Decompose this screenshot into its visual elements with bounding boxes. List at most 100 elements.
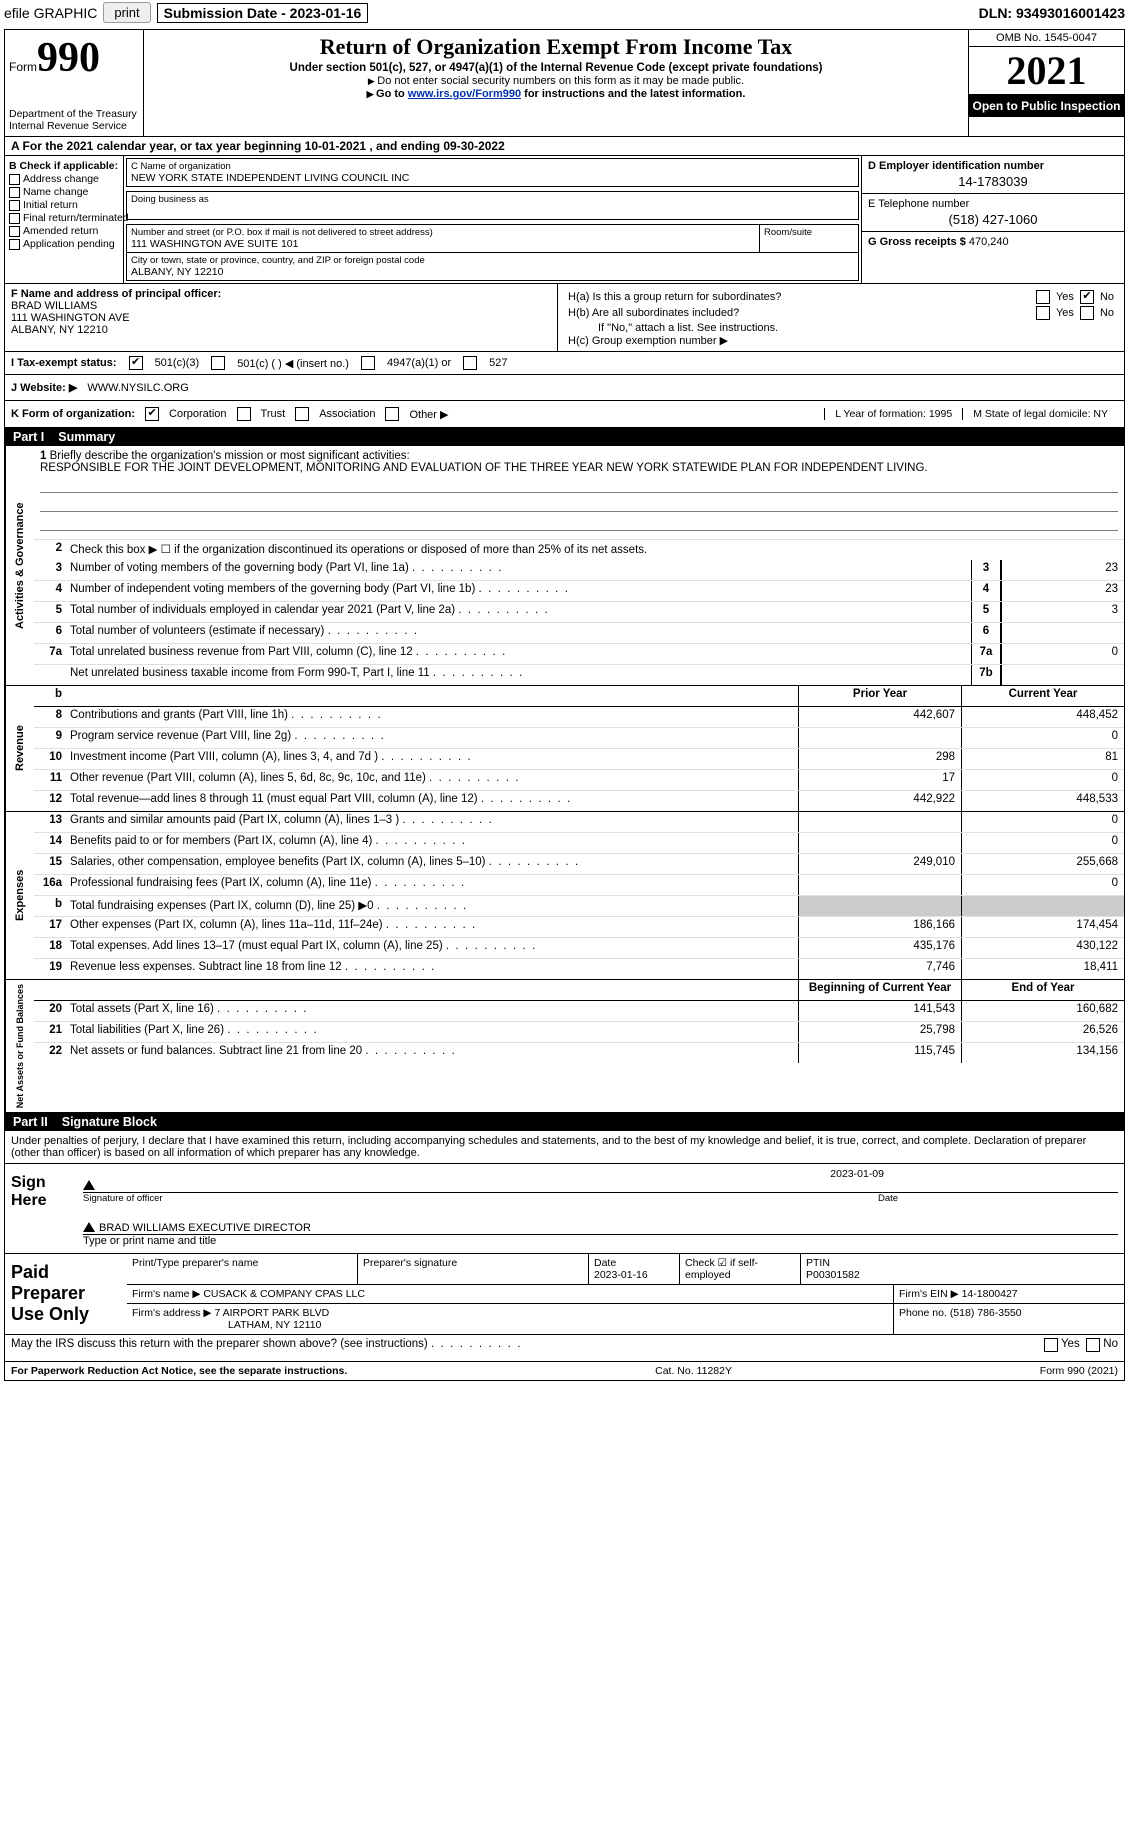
form-footer: For Paperwork Reduction Act Notice, see … xyxy=(5,1361,1124,1380)
sig-officer-cap: Signature of officer xyxy=(83,1193,878,1204)
chk-initial-return[interactable] xyxy=(9,200,20,211)
paperwork-notice: For Paperwork Reduction Act Notice, see … xyxy=(11,1365,347,1377)
header-left: Form990 Department of the Treasury Inter… xyxy=(5,30,144,136)
hc-label: H(c) Group exemption number ▶ xyxy=(568,334,1114,347)
chk-501c3[interactable] xyxy=(129,356,143,370)
expenses-section: 13Grants and similar amounts paid (Part … xyxy=(34,812,1124,979)
note-goto-post: for instructions and the latest informat… xyxy=(521,88,745,100)
discuss-yes[interactable] xyxy=(1044,1338,1058,1352)
ha-label: H(a) Is this a group return for subordin… xyxy=(568,291,1030,303)
part2-label: Part II xyxy=(13,1115,48,1129)
hb-note: If "No," attach a list. See instructions… xyxy=(568,322,1114,334)
firm-ein: 14-1800427 xyxy=(962,1288,1018,1300)
j-label: J Website: ▶ xyxy=(11,381,77,394)
cat-no: Cat. No. 11282Y xyxy=(655,1365,732,1377)
part-2-header: Part II Signature Block xyxy=(5,1113,1124,1131)
perjury-declaration: Under penalties of perjury, I declare th… xyxy=(5,1131,1124,1163)
summary-line: 12Total revenue—add lines 8 through 11 (… xyxy=(34,790,1124,811)
g-label: G Gross receipts $ xyxy=(868,236,966,248)
hb-yes[interactable] xyxy=(1036,306,1050,320)
form-header: Form990 Department of the Treasury Inter… xyxy=(5,30,1124,137)
part1-title: Summary xyxy=(58,430,115,444)
line2-discontinued: Check this box ▶ ☐ if the organization d… xyxy=(66,540,1124,560)
dln-label: DLN: 93493016001423 xyxy=(979,5,1125,21)
ha-no[interactable] xyxy=(1080,290,1094,304)
side-activities-governance: Activities & Governance xyxy=(5,446,34,685)
side-net-assets: Net Assets or Fund Balances xyxy=(5,980,34,1112)
form-subtitle: Under section 501(c), 527, or 4947(a)(1)… xyxy=(150,62,962,74)
hb-no[interactable] xyxy=(1080,306,1094,320)
chk-final-return[interactable] xyxy=(9,213,20,224)
col-c-org: C Name of organization NEW YORK STATE IN… xyxy=(124,156,862,283)
officer-name: BRAD WILLIAMS xyxy=(11,300,551,312)
tax-year: 2021 xyxy=(969,47,1124,95)
summary-line: Net unrelated business taxable income fr… xyxy=(34,664,1124,685)
chk-assoc[interactable] xyxy=(295,407,309,421)
summary-line: 5Total number of individuals employed in… xyxy=(34,601,1124,622)
submission-date: Submission Date - 2023-01-16 xyxy=(157,3,369,23)
street-label: Number and street (or P.O. box if mail i… xyxy=(131,227,755,238)
top-toolbar: efile GRAPHIC print Submission Date - 20… xyxy=(0,0,1129,25)
l-year: L Year of formation: 1995 xyxy=(824,408,962,420)
line1-num: 1 xyxy=(40,450,46,462)
summary-line: 8Contributions and grants (Part VIII, li… xyxy=(34,707,1124,727)
revenue-section: b Prior Year Current Year 8Contributions… xyxy=(34,686,1124,811)
ha-yes[interactable] xyxy=(1036,290,1050,304)
chk-other[interactable] xyxy=(385,407,399,421)
chk-4947[interactable] xyxy=(361,356,375,370)
chk-527[interactable] xyxy=(463,356,477,370)
c-name-label: C Name of organization xyxy=(131,161,854,172)
hb-label: H(b) Are all subordinates included? xyxy=(568,307,1030,319)
i-label: I Tax-exempt status: xyxy=(11,357,117,369)
room-label: Room/suite xyxy=(760,225,858,252)
irs-label: Internal Revenue Service xyxy=(9,120,139,132)
k-label: K Form of organization: xyxy=(11,408,135,420)
city-label: City or town, state or province, country… xyxy=(131,255,854,266)
form-990-container: Form990 Department of the Treasury Inter… xyxy=(4,29,1125,1381)
begin-year-hdr: Beginning of Current Year xyxy=(798,980,961,1000)
print-button[interactable]: print xyxy=(103,2,150,23)
chk-amended[interactable] xyxy=(9,226,20,237)
efile-label: efile GRAPHIC xyxy=(4,5,97,21)
chk-app-pending[interactable] xyxy=(9,239,20,250)
summary-line: 13Grants and similar amounts paid (Part … xyxy=(34,812,1124,832)
discuss-question: May the IRS discuss this return with the… xyxy=(11,1338,1044,1358)
summary-line: 4Number of independent voting members of… xyxy=(34,580,1124,601)
officer-addr1: 111 WASHINGTON AVE xyxy=(11,312,551,324)
chk-corp[interactable] xyxy=(145,407,159,421)
line1-label: Briefly describe the organization's miss… xyxy=(50,450,410,462)
open-public-inspection: Open to Public Inspection xyxy=(969,95,1124,117)
officer-addr2: ALBANY, NY 12210 xyxy=(11,324,551,336)
d-label: D Employer identification number xyxy=(868,160,1118,172)
mission-text: RESPONSIBLE FOR THE JOINT DEVELOPMENT, M… xyxy=(40,462,928,474)
form990-link[interactable]: www.irs.gov/Form990 xyxy=(408,88,521,100)
row-k-org: K Form of organization: Corporation Trus… xyxy=(5,401,1124,428)
sign-here-label: Sign Here xyxy=(5,1164,77,1253)
city-value: ALBANY, NY 12210 xyxy=(131,266,854,278)
part2-title: Signature Block xyxy=(62,1115,157,1129)
summary-line: 21Total liabilities (Part X, line 26)25,… xyxy=(34,1021,1124,1042)
summary-line: 3Number of voting members of the governi… xyxy=(34,560,1124,580)
chk-address-change[interactable] xyxy=(9,174,20,185)
dept-label: Department of the Treasury xyxy=(9,108,139,120)
dba-label: Doing business as xyxy=(131,194,854,205)
chk-501c[interactable] xyxy=(211,356,225,370)
discuss-no[interactable] xyxy=(1086,1338,1100,1352)
chk-trust[interactable] xyxy=(237,407,251,421)
summary-line: 9Program service revenue (Part VIII, lin… xyxy=(34,727,1124,748)
side-revenue: Revenue xyxy=(5,686,34,811)
street-value: 111 WASHINGTON AVE SUITE 101 xyxy=(131,238,755,250)
officer-typed-name: BRAD WILLIAMS EXECUTIVE DIRECTOR xyxy=(99,1222,311,1234)
date-cap: Date xyxy=(878,1193,1118,1204)
sig-caret-icon xyxy=(83,1222,95,1232)
summary-line: 17Other expenses (Part IX, column (A), l… xyxy=(34,916,1124,937)
h-section: H(a) Is this a group return for subordin… xyxy=(558,284,1124,351)
summary-line: 20Total assets (Part X, line 16)141,5431… xyxy=(34,1001,1124,1021)
form-number: 990 xyxy=(37,35,100,81)
end-year-hdr: End of Year xyxy=(961,980,1124,1000)
principal-officer: F Name and address of principal officer:… xyxy=(5,284,558,351)
chk-name-change[interactable] xyxy=(9,187,20,198)
activities-section: 1 Briefly describe the organization's mi… xyxy=(34,446,1124,685)
note-goto-pre: Go to xyxy=(376,88,408,100)
b-label: B Check if applicable: xyxy=(9,160,119,172)
